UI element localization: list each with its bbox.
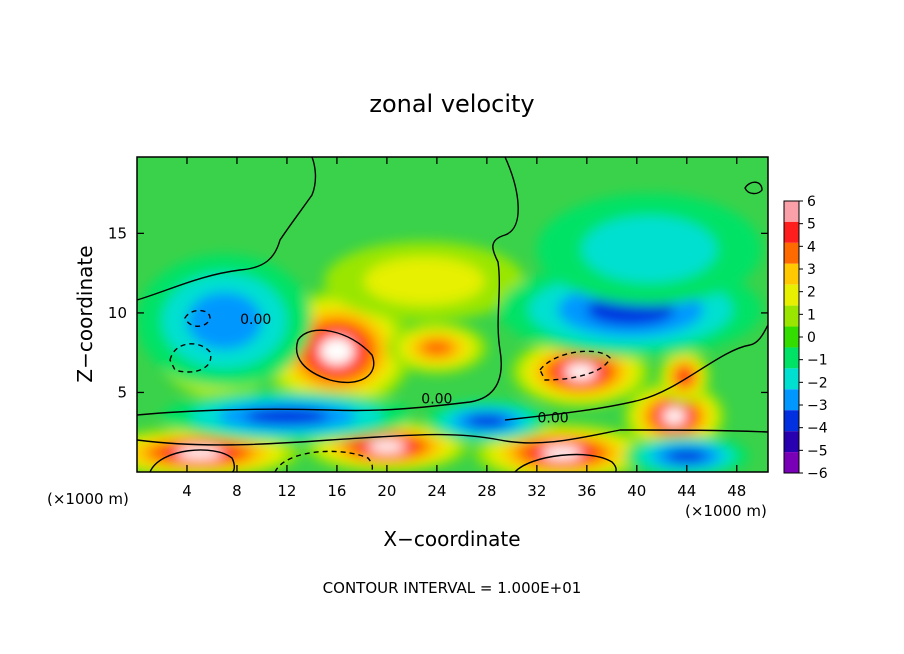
x-tick-label: 8 bbox=[232, 482, 242, 500]
zero-contour-lower bbox=[137, 429, 768, 446]
field-anomaly bbox=[245, 407, 329, 425]
field-anomaly bbox=[368, 440, 406, 453]
colorbar-segment bbox=[784, 326, 799, 348]
y-tick-label: 10 bbox=[108, 304, 127, 322]
y-axis-ticks: 5 10 15 bbox=[108, 224, 768, 401]
colorbar-segment bbox=[784, 347, 799, 369]
field-anomaly bbox=[665, 449, 708, 463]
anomaly-layer bbox=[137, 193, 762, 472]
contour-core-center bbox=[295, 329, 375, 384]
colorbar-tick-label: 5 bbox=[807, 217, 816, 233]
x-tick-label: 32 bbox=[527, 482, 546, 500]
field-anomaly bbox=[176, 447, 223, 459]
colorbar-segment bbox=[784, 431, 799, 453]
contour-interval-note: CONTOUR INTERVAL = 1.000E+01 bbox=[323, 579, 582, 597]
colorbar-tick-label: 6 bbox=[807, 194, 816, 210]
x-tick-label: 16 bbox=[327, 482, 346, 500]
field-anomaly bbox=[677, 369, 692, 384]
neg-contour-top-right bbox=[744, 181, 763, 195]
colorbar-segment bbox=[784, 201, 799, 222]
colorbar-tick-label: 1 bbox=[807, 307, 816, 323]
field-anomaly bbox=[364, 257, 485, 305]
colorbar-segment bbox=[784, 242, 799, 264]
colorbar-tick-label: 2 bbox=[807, 285, 816, 301]
field-anomaly bbox=[420, 339, 454, 357]
colorbar-tick-label: −6 bbox=[807, 466, 828, 482]
plot-area bbox=[137, 157, 768, 472]
colorbar-segment bbox=[784, 410, 799, 432]
x-unit-left: (×1000 m) bbox=[47, 490, 129, 508]
contour-core-left-low bbox=[169, 343, 212, 373]
y-axis-label: Z−coordinate bbox=[73, 245, 97, 382]
x-tick-label: 44 bbox=[677, 482, 696, 500]
field-anomaly bbox=[319, 337, 355, 366]
field-anomaly bbox=[564, 363, 597, 380]
colorbar-segment bbox=[784, 263, 799, 285]
colorbar-tick-label: 3 bbox=[807, 262, 816, 278]
x-unit-right: (×1000 m) bbox=[685, 502, 767, 520]
x-tick-label: 12 bbox=[277, 482, 296, 500]
y-tick-label: 15 bbox=[108, 224, 127, 242]
contour-core-bottom-left bbox=[149, 449, 235, 472]
x-axis-label: X−coordinate bbox=[383, 527, 520, 551]
colorbar-segment bbox=[784, 221, 799, 243]
colorbar-tick-label: −1 bbox=[807, 353, 828, 369]
x-tick-label: 24 bbox=[427, 482, 446, 500]
field-anomaly bbox=[186, 292, 262, 350]
field-anomaly bbox=[662, 408, 686, 425]
contour-label-layer: 0.00 0.00 0.00 bbox=[240, 312, 569, 427]
contour-layer bbox=[137, 157, 768, 472]
colorbar-tick-label: −3 bbox=[807, 398, 828, 414]
contour-core-bottom-mid bbox=[274, 450, 374, 472]
chart-title: zonal velocity bbox=[369, 90, 534, 118]
field-anomaly bbox=[466, 414, 508, 428]
colorbar-segment bbox=[784, 452, 799, 473]
colorbar-tick-label: 0 bbox=[807, 330, 816, 346]
contour-core-bottom-right bbox=[514, 453, 617, 472]
x-tick-label: 28 bbox=[477, 482, 496, 500]
x-axis-ticks: 4 8 12 16 20 24 28 32 36 40 44 48 bbox=[182, 157, 746, 500]
zero-contour-middle bbox=[137, 157, 519, 416]
colorbar-tick-label: 4 bbox=[807, 239, 816, 255]
colorbar-tick-label: −5 bbox=[807, 443, 828, 459]
contour-label: 0.00 bbox=[240, 312, 271, 328]
contour-label: 0.00 bbox=[537, 411, 568, 427]
colorbar-segment bbox=[784, 368, 799, 390]
x-tick-label: 40 bbox=[627, 482, 646, 500]
colorbar-tick-label: −4 bbox=[807, 421, 828, 437]
plot-frame bbox=[136, 156, 769, 473]
zero-contour-upper-left bbox=[137, 157, 317, 301]
x-tick-label: 4 bbox=[182, 482, 192, 500]
x-tick-label: 48 bbox=[727, 482, 746, 500]
contour-core-right bbox=[539, 350, 611, 381]
zero-contour-right bbox=[504, 324, 768, 421]
x-tick-label: 20 bbox=[377, 482, 396, 500]
contour-label: 0.00 bbox=[421, 392, 452, 408]
contour-core-left-high bbox=[184, 309, 211, 327]
colorbar-segment bbox=[784, 389, 799, 411]
field-anomaly bbox=[581, 215, 717, 283]
colorbar-segment bbox=[784, 284, 799, 306]
colorbar-segment bbox=[784, 305, 799, 327]
y-tick-label: 5 bbox=[117, 383, 127, 401]
colorbar: 6 5 4 3 2 1 0 −1 −2 −3 −4 −5 −6 bbox=[783, 194, 828, 482]
x-tick-label: 36 bbox=[577, 482, 596, 500]
colorbar-tick-label: −2 bbox=[807, 375, 828, 391]
